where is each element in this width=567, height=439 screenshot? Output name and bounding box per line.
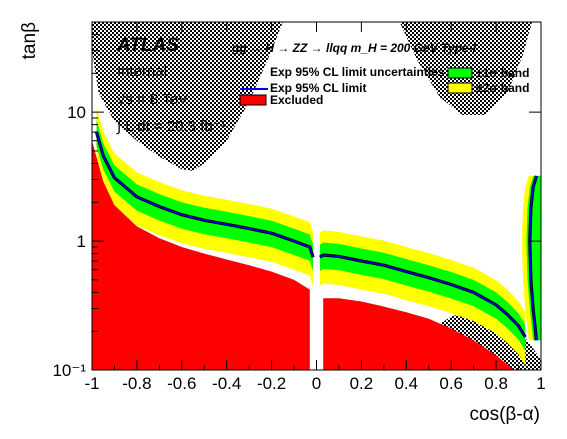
process-label: gg → H → ZZ → llqq m_H = 200 GeV Type-I: [231, 41, 477, 55]
hatch-region-upper-left: [92, 22, 283, 171]
legend-2sigma-swatch: [447, 82, 473, 94]
band-1sigma-left: [96, 119, 314, 272]
x-tick-label: 0: [312, 374, 321, 393]
x-tick-label: 0.8: [484, 374, 508, 393]
status-label: Internal: [117, 63, 167, 80]
x-tick-label: 1: [536, 374, 545, 393]
lumi-label: ∫ L dt = 20.3 fb⁻¹: [116, 118, 226, 135]
legend-exp-bands: Exp 95% CL limit uncertainties: [270, 65, 445, 79]
band-1sigma-right: [319, 242, 526, 351]
legend-1sigma-swatch: [447, 67, 473, 79]
y-tick-label: 10: [67, 103, 86, 122]
plot-area: [92, 22, 541, 370]
legend-excluded: Excluded: [270, 93, 323, 107]
x-tick-label: -0.8: [122, 374, 151, 393]
legend-excluded-swatch: [239, 94, 267, 106]
exp-limit-line-1: [319, 254, 526, 338]
x-tick-label: 0.2: [350, 374, 374, 393]
x-axis-label: cos(β-α): [470, 404, 540, 425]
x-tick-label: -0.6: [167, 374, 196, 393]
legend-1sigma: ±1σ band: [476, 66, 529, 80]
y-tick-label: 1: [77, 232, 86, 251]
axis-ticks: -1 -0.8 -0.6 -0.4 -0.2 0 0.2 0.4 0.6 0.8 1 10⁻¹ 1 10: [52, 21, 546, 393]
x-tick-label: 0.4: [394, 374, 418, 393]
legend-exp-line: Exp 95% CL limit: [270, 81, 366, 95]
excluded-region-left: [92, 140, 310, 370]
x-tick-label: -0.2: [257, 374, 286, 393]
energy-label: √s = 8 TeV: [117, 91, 188, 108]
atlas-label: ATLAS: [116, 35, 179, 56]
y-axis-label: tanβ: [19, 22, 40, 59]
x-tick-label: 0.6: [439, 374, 463, 393]
y-tick-label: 10⁻¹: [52, 361, 86, 380]
x-tick-label: -1: [84, 374, 99, 393]
exp-limit-line-0: [95, 131, 314, 258]
excluded-region-right: [323, 298, 515, 370]
x-tick-label: -0.4: [212, 374, 241, 393]
legend-2sigma: ±2σ band: [476, 81, 529, 95]
legend: Exp 95% CL limit uncertainties Exp 95% C…: [239, 65, 529, 107]
